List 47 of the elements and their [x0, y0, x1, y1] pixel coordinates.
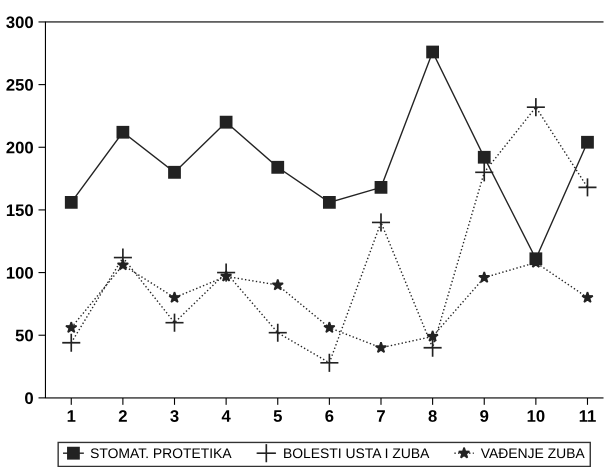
- legend-label: BOLESTI USTA I ZUBA: [284, 448, 430, 458]
- y-tick-label: 150: [6, 204, 33, 216]
- point: [268, 322, 288, 343]
- point: [581, 291, 594, 303]
- x-tick-label: 6: [325, 410, 334, 422]
- x-tick-label: 4: [222, 410, 231, 422]
- point: [323, 321, 336, 334]
- point: [478, 271, 490, 283]
- point: [64, 196, 78, 209]
- point: [320, 352, 340, 373]
- y-tick-label: 300: [6, 16, 33, 28]
- point: [374, 341, 388, 354]
- legend-label: VAĐENJE ZUBA: [480, 448, 585, 458]
- point: [526, 97, 546, 118]
- y-tick-label: 100: [6, 266, 33, 279]
- point: [168, 291, 181, 303]
- x-tick-label: 1: [68, 410, 76, 422]
- x-tick-label: 2: [118, 410, 127, 422]
- point: [478, 150, 491, 164]
- point: [220, 116, 233, 129]
- y-tick-label: 250: [6, 79, 33, 91]
- x-tick-label: 10: [528, 410, 544, 422]
- point: [61, 332, 82, 353]
- point: [374, 180, 388, 194]
- point: [581, 136, 594, 149]
- point: [168, 166, 181, 179]
- x-tick-label: 3: [170, 410, 179, 422]
- point: [272, 278, 284, 290]
- x-tick-label: 9: [480, 410, 488, 422]
- point: [322, 196, 336, 209]
- point: [474, 162, 494, 182]
- point: [578, 177, 598, 198]
- y-tick-label: 200: [6, 142, 33, 154]
- point: [164, 312, 184, 333]
- x-tick-label: 8: [428, 410, 437, 422]
- point: [426, 46, 440, 58]
- point: [116, 126, 130, 139]
- y-tick-label: 0: [25, 392, 33, 404]
- point: [216, 262, 236, 282]
- point: [371, 212, 391, 232]
- y-tick-label: 50: [16, 330, 33, 342]
- point: [271, 160, 284, 174]
- x-tick-label: 7: [377, 410, 385, 422]
- point: [65, 321, 78, 334]
- x-tick-label: 11: [580, 410, 596, 422]
- x-tick-label: 5: [274, 410, 282, 422]
- legend-label: STOMAT. PROTETIKA: [90, 448, 232, 458]
